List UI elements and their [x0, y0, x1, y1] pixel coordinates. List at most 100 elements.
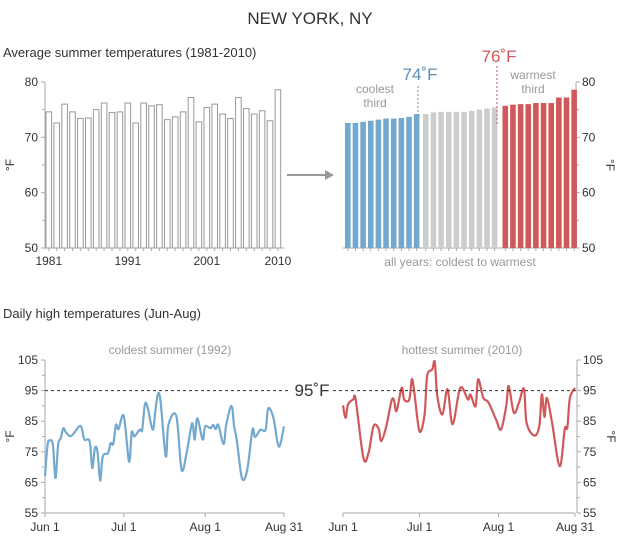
annual-bar-1993 — [140, 102, 147, 249]
coldest-chart-x-label: Jul 1 — [111, 520, 137, 534]
annual-bar-1995 — [156, 104, 163, 249]
coolest-annotation-2: third — [363, 96, 386, 110]
sorted-bar — [571, 89, 577, 248]
sorted-bar — [445, 111, 452, 248]
coldest-chart-tick-label: 105 — [18, 353, 38, 367]
sorted-bar — [540, 103, 547, 248]
reference-95-label: 95˚F — [295, 381, 330, 400]
annual-bar-2001 — [203, 106, 211, 249]
coldest-chart-tick-label: 95 — [25, 384, 39, 398]
warmest-annotation-1: warmest — [509, 68, 556, 82]
annual-bar-2006 — [243, 108, 250, 249]
annual-bar-1984 — [69, 111, 76, 249]
sorted-bar — [556, 97, 562, 248]
annual-bar-1981 — [45, 111, 53, 249]
sorted-bar — [390, 118, 397, 249]
sorted-chart-tick-label: 70 — [582, 130, 596, 144]
sorted-chart-tick-label: 80 — [582, 75, 596, 89]
hottest-chart-x-label: Aug 31 — [556, 520, 594, 534]
annual-bar-1997 — [171, 116, 179, 249]
annual-bar-1989 — [108, 111, 116, 249]
annual-x-label: 1991 — [114, 254, 141, 268]
annual-x-label: 2010 — [265, 254, 292, 268]
coldest-chart-x-label: Aug 1 — [190, 520, 222, 534]
annual-chart-tick-label: 70 — [25, 130, 39, 144]
annual-bar-1986 — [85, 117, 92, 249]
hottest-chart-tick-label: 95 — [583, 384, 597, 398]
sorted-bar — [484, 108, 490, 248]
hottest-chart-ylabel: °F — [604, 430, 618, 442]
hottest-title: hottest summer (2010) — [402, 343, 523, 357]
annual-bar-2000 — [195, 121, 203, 249]
sorted-bar — [453, 111, 460, 248]
hottest-chart-x-label: Jun 1 — [328, 520, 358, 534]
sorted-bar — [423, 114, 429, 249]
sorted-bar — [525, 104, 532, 248]
threshold-76-label: 76˚F — [482, 47, 517, 66]
sorted-bar — [548, 103, 554, 248]
sorted-bar — [398, 117, 405, 248]
annual-bar-1994 — [148, 105, 155, 249]
sorted-bar — [563, 97, 570, 248]
sorted-bar — [468, 110, 475, 248]
annual-x-label: 2001 — [193, 254, 220, 268]
annual-bar-1992 — [132, 122, 139, 249]
sorted-bar — [430, 112, 437, 248]
annual-bar-1988 — [100, 102, 108, 249]
sorted-bar — [345, 122, 351, 248]
xlabel-sorted: all years: coldest to warmest — [384, 255, 536, 269]
sorted-bar — [517, 104, 524, 248]
sorted-chart-ylabel: °F — [603, 159, 617, 171]
sorted-bar — [502, 105, 509, 248]
warmest-annotation-2: third — [521, 82, 544, 96]
sorted-chart-tick-label: 50 — [582, 241, 596, 255]
arrow — [287, 170, 334, 180]
sorted-bar — [367, 120, 374, 248]
hottest-chart-tick-label: 85 — [583, 414, 597, 428]
hottest-chart-x-label: Jul 1 — [407, 520, 433, 534]
sorted-bar — [461, 111, 467, 248]
sorted-bar — [352, 122, 359, 248]
hottest-chart-tick-label: 65 — [583, 475, 597, 489]
figure-title: NEW YORK, NY — [247, 9, 372, 28]
coldest-chart-tick-label: 65 — [25, 475, 39, 489]
annual-bar-2003 — [219, 113, 226, 249]
threshold-74-label: 74˚F — [403, 65, 438, 84]
section-title-average: Average summer temperatures (1981-2010) — [3, 45, 256, 60]
coldest-chart-tick-label: 55 — [25, 506, 39, 520]
annual-bar-2008 — [258, 110, 266, 249]
annual-bar-1990 — [116, 111, 124, 249]
annual-bar-2007 — [250, 113, 258, 249]
annual-bar-2005 — [235, 96, 242, 249]
hottest-chart-tick-label: 55 — [583, 506, 597, 520]
coldest-chart-tick-label: 75 — [25, 445, 39, 459]
annual-bar-1987 — [92, 109, 100, 249]
sorted-bar — [375, 119, 382, 248]
annual-bar-1983 — [61, 103, 68, 249]
sorted-bar — [360, 121, 366, 248]
section-title-daily: Daily high temperatures (Jun-Aug) — [3, 306, 201, 321]
sorted-chart-tick-label: 60 — [582, 186, 596, 200]
annual-bar-2002 — [211, 103, 218, 249]
sorted-bar — [406, 116, 412, 248]
hottest-chart-series-line — [341, 359, 576, 468]
coolest-annotation-1: coolest — [356, 82, 395, 96]
hottest-chart-tick-label: 75 — [583, 445, 597, 459]
annual-chart-tick-label: 80 — [25, 75, 39, 89]
annual-chart-ylabel: °F — [3, 159, 17, 171]
sorted-bar — [491, 107, 498, 248]
annual-bar-2009 — [266, 120, 274, 249]
annual-bar-1991 — [124, 102, 132, 249]
hottest-chart-tick-label: 105 — [583, 353, 603, 367]
annual-bar-2004 — [227, 118, 234, 249]
sorted-bar — [383, 118, 389, 249]
sorted-bar — [476, 109, 483, 249]
sorted-bar — [438, 111, 444, 248]
annual-bar-1999 — [187, 96, 195, 249]
annual-bar-1982 — [53, 122, 61, 249]
coldest-chart-x-label: Aug 31 — [265, 520, 303, 534]
coldest-chart-series-line — [43, 391, 286, 482]
annual-chart-tick-label: 50 — [25, 241, 39, 255]
sorted-bar — [510, 104, 516, 248]
sorted-bar — [533, 103, 539, 248]
